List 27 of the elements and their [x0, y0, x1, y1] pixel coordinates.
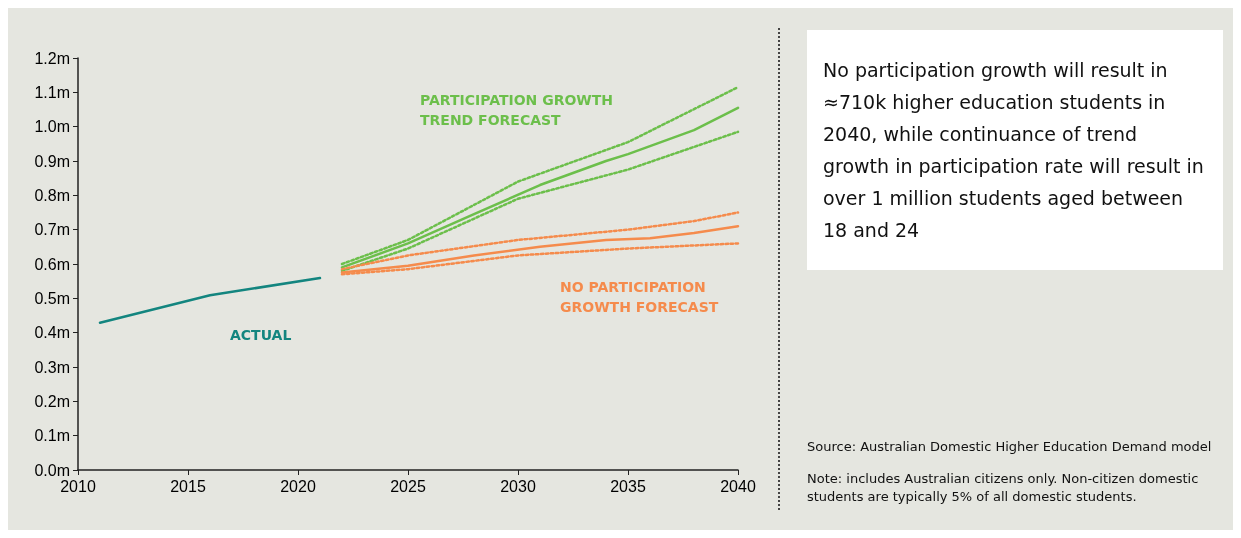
x-tick-label: 2030 — [500, 477, 536, 495]
y-tick-label: 0.3m — [34, 358, 70, 376]
line-series — [340, 211, 740, 271]
y-tick-label: 0.5m — [34, 289, 70, 307]
y-tick-label: 0.7m — [34, 221, 70, 239]
y-tick-label: 0.8m — [34, 186, 70, 204]
x-tick-label: 2025 — [390, 477, 426, 495]
y-tick-label: 0.6m — [34, 255, 70, 273]
y-tick-label: 0.9m — [34, 152, 70, 170]
text: PARTICIPATION GROWTH TREND FORECAST — [420, 92, 614, 129]
x-tick-label: 2035 — [610, 477, 646, 495]
y-tick-label: 0.2m — [34, 392, 70, 410]
y-tick-label: 1.1m — [34, 83, 70, 101]
y-tick-label: 1.0m — [34, 118, 70, 136]
x-tick-label: 2040 — [720, 477, 756, 495]
x-tick-label: 2020 — [280, 477, 316, 495]
source-note: Source: Australian Domestic Higher Education Demand model — [807, 438, 1213, 456]
x-tick-label: 2015 — [170, 477, 206, 495]
text: NO PARTICIPATION GROWTH FORECAST — [560, 278, 719, 315]
text: ACTUAL — [230, 327, 292, 344]
x-tick-label: 2010 — [60, 477, 96, 495]
y-tick-label: 0.1m — [34, 427, 70, 445]
y-tick-label: 0.4m — [34, 324, 70, 342]
y-tick-label: 0.0m — [34, 461, 70, 479]
y-tick-label: 1.2m — [34, 49, 70, 67]
text: Note: includes Australian citizens only. Non-citizen domestic students are typically 5% of all domestic students. — [807, 470, 1200, 506]
text: No participation growth will result in ≈710k higher education students in 2040, while continuance of trend growth in participation rate will result in over 1 million students aged between 18 and 24 — [807, 30, 1223, 270]
